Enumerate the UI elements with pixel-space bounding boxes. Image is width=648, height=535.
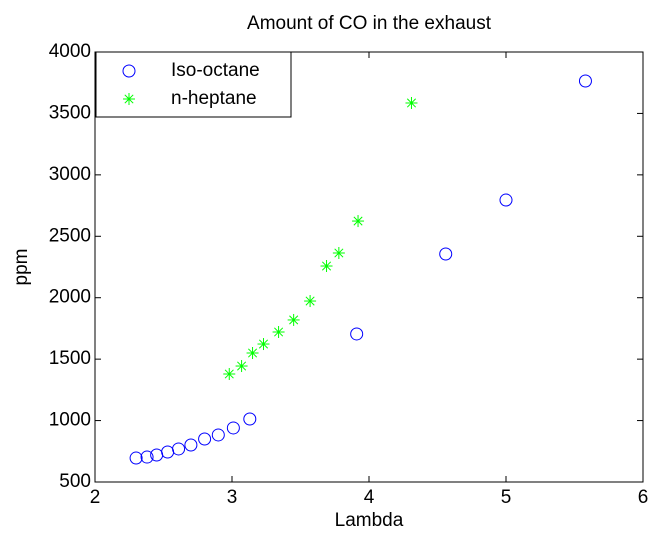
y-tick-label: 3500 (49, 102, 91, 123)
point (172, 442, 186, 456)
point-stroke (289, 315, 299, 325)
chart-title: Amount of CO in the exhaust (247, 13, 492, 34)
x-tick-label: 6 (638, 487, 648, 508)
point-stroke (124, 94, 134, 104)
point (140, 450, 154, 464)
point-stroke (305, 296, 315, 306)
y-tick-label: 500 (59, 471, 91, 492)
point (578, 74, 592, 88)
legend-label: Iso-octane (171, 60, 260, 81)
point (439, 247, 453, 261)
point (226, 421, 240, 435)
y-tick-label: 1500 (49, 348, 91, 369)
point (499, 193, 513, 207)
point-stroke (334, 248, 344, 258)
y-tick-label: 1000 (49, 410, 91, 431)
point-stroke (237, 361, 247, 371)
y-axis-label: ppm (11, 249, 32, 286)
point (243, 412, 257, 426)
point (320, 260, 333, 273)
point-stroke (321, 261, 332, 271)
point-stroke (224, 369, 234, 379)
point (272, 325, 285, 338)
point-stroke (274, 327, 284, 337)
x-tick-label: 2 (90, 487, 101, 508)
point (405, 96, 418, 109)
point-stroke (258, 339, 269, 349)
y-tick-label: 3000 (49, 164, 91, 185)
point (122, 64, 136, 78)
y-tick-label: 4000 (49, 41, 91, 62)
legend-box (95, 51, 292, 118)
point (123, 93, 135, 105)
point (350, 327, 364, 341)
x-axis-label: Lambda (335, 510, 404, 531)
y-tick-label: 2500 (49, 225, 91, 246)
point (184, 438, 198, 452)
y-tick-label: 2000 (49, 287, 91, 308)
legend-label: n-heptane (171, 88, 257, 109)
point (287, 313, 300, 326)
x-tick-label: 3 (227, 487, 238, 508)
point (129, 451, 143, 465)
point (304, 295, 317, 308)
point-stroke (247, 348, 258, 358)
point-stroke (406, 98, 417, 108)
point-stroke (353, 216, 363, 226)
point (235, 360, 248, 373)
x-tick-label: 5 (501, 487, 512, 508)
point (223, 368, 236, 381)
point (332, 246, 345, 259)
point (257, 338, 270, 351)
x-tick-label: 4 (364, 487, 375, 508)
point (352, 215, 365, 228)
point (246, 347, 259, 359)
point (198, 432, 212, 446)
point (211, 428, 225, 442)
